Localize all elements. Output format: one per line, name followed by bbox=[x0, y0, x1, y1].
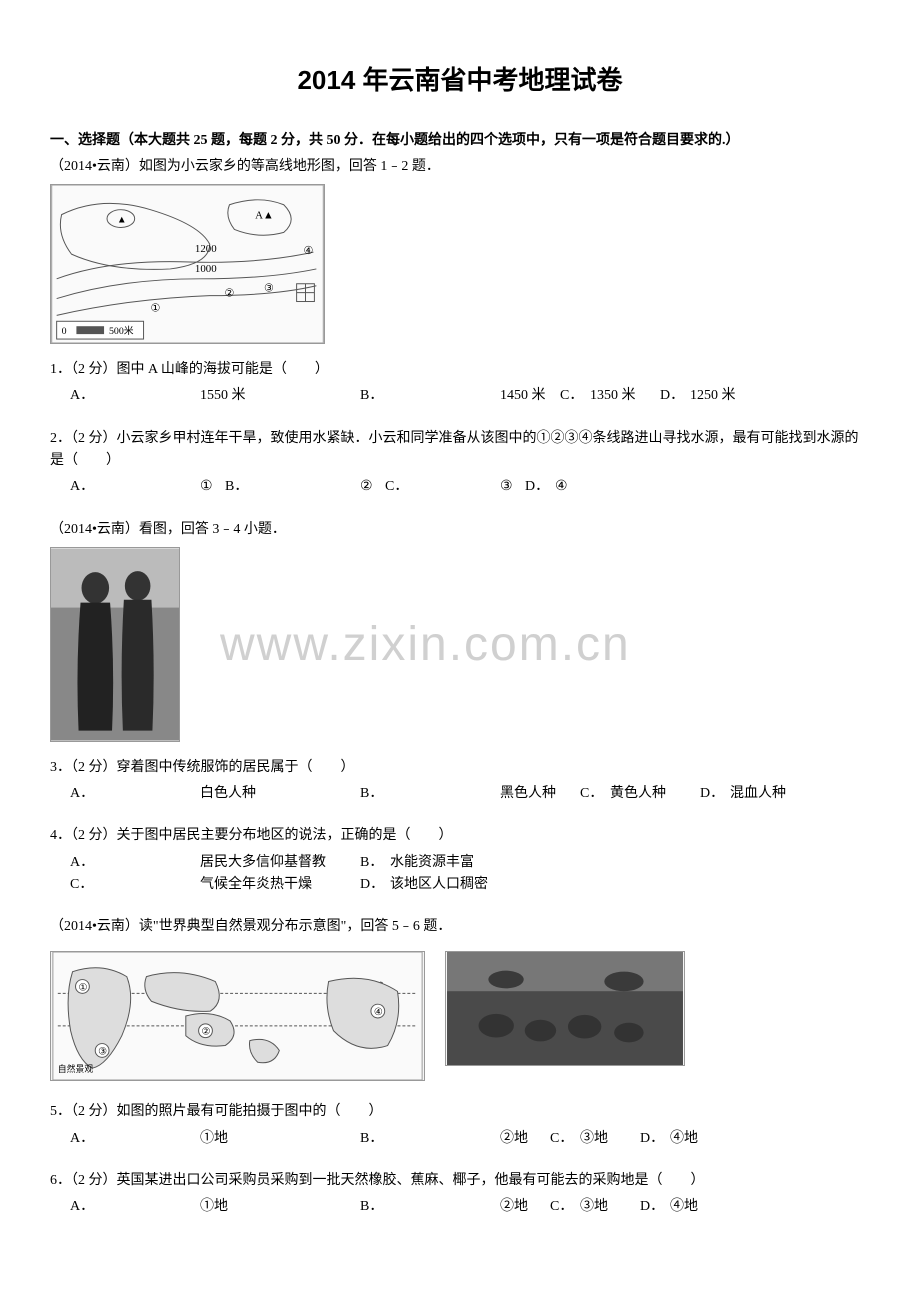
q5-a-text: ①地 bbox=[200, 1128, 360, 1150]
marker-3: ③ bbox=[264, 283, 274, 295]
q4-stem: 4．（2 分）关于图中居民主要分布地区的说法，正确的是（ ） bbox=[50, 825, 870, 847]
scale-zero: 0 bbox=[62, 326, 67, 337]
q2-options: A． ① B． ② C． ③ D． ④ bbox=[70, 476, 870, 498]
page-title: 2014 年云南省中考地理试卷 bbox=[50, 60, 870, 102]
q3-d-text: 混血人种 bbox=[730, 783, 786, 805]
figure-3a-world-map: 北回归线 赤道 ① ② ③ ④ 自然景观 bbox=[50, 951, 425, 1089]
figure-3b-photo bbox=[445, 951, 685, 1074]
q1-d-text: 1250 米 bbox=[690, 385, 736, 407]
q1-a-label: A． bbox=[70, 385, 200, 407]
q4-options: A． 居民大多信仰基督教 B． 水能资源丰富 C． 气候全年炎热干燥 D． 该地… bbox=[70, 852, 870, 897]
q4-c-text: 气候全年炎热干燥 bbox=[200, 874, 360, 896]
q3-stem: 3．（2 分）穿着图中传统服饰的居民属于（ ） bbox=[50, 757, 870, 779]
q2-b-label: B． bbox=[225, 476, 360, 498]
q4-a-label: A． bbox=[70, 852, 200, 874]
q6-c-label: C． bbox=[550, 1196, 580, 1218]
q5-b-label: B． bbox=[360, 1128, 500, 1150]
q1-c-text: 1350 米 bbox=[590, 385, 660, 407]
q2-c-text: ③ bbox=[500, 476, 525, 498]
q1-a-text: 1550 米 bbox=[200, 385, 360, 407]
q6-options: A． ①地 B． ②地 C． ③地 D． ④地 bbox=[70, 1196, 870, 1218]
q4-b-text: 水能资源丰富 bbox=[390, 852, 474, 874]
q2-a-text: ① bbox=[200, 476, 225, 498]
q1-b-text: 1450 米 bbox=[500, 385, 560, 407]
q4-d-label: D． bbox=[360, 874, 390, 896]
q1-d-label: D． bbox=[660, 385, 690, 407]
q6-b-label: B． bbox=[360, 1196, 500, 1218]
q3-c-text: 黄色人种 bbox=[610, 783, 700, 805]
figure-1-contour-map: 1200 1000 ▲ A▲ ① ② ③ ④ 0 500米 bbox=[50, 184, 870, 352]
q5-b-text: ②地 bbox=[500, 1128, 550, 1150]
q3-options: A． 白色人种 B． 黑色人种 C． 黄色人种 D． 混血人种 bbox=[70, 783, 870, 805]
q6-stem: 6．（2 分）英国某进出口公司采购员采购到一批天然橡胶、蕉麻、椰子，他最有可能去… bbox=[50, 1170, 870, 1192]
map-side-label: 自然景观 bbox=[58, 1063, 94, 1074]
peak-a-label: A▲ bbox=[255, 210, 274, 222]
q3-b-text: 黑色人种 bbox=[500, 783, 580, 805]
q3-b-label: B． bbox=[360, 783, 500, 805]
q1-stem: 1．（2 分）图中 A 山峰的海拔可能是（ ） bbox=[50, 359, 870, 381]
q2-c-label: C． bbox=[385, 476, 500, 498]
q3-a-text: 白色人种 bbox=[200, 783, 360, 805]
q5-c-text: ③地 bbox=[580, 1128, 640, 1150]
q6-d-text: ④地 bbox=[670, 1196, 698, 1218]
q3-d-label: D． bbox=[700, 783, 730, 805]
figure-2-people bbox=[50, 547, 870, 750]
contour-label-1200: 1200 bbox=[195, 244, 217, 256]
q6-a-label: A． bbox=[70, 1196, 200, 1218]
q6-b-text: ②地 bbox=[500, 1196, 550, 1218]
q2-d-text: ④ bbox=[555, 476, 568, 498]
map-marker-4: ④ bbox=[374, 1007, 383, 1018]
q6-d-label: D． bbox=[640, 1196, 670, 1218]
marker-1: ① bbox=[150, 303, 160, 315]
q3-c-label: C． bbox=[580, 783, 610, 805]
map-marker-2: ② bbox=[202, 1027, 211, 1038]
q1-c-label: C． bbox=[560, 385, 590, 407]
contour-label-1000: 1000 bbox=[195, 263, 217, 275]
q2-d-label: D． bbox=[525, 476, 555, 498]
section-1-header: 一、选择题（本大题共 25 题，每题 2 分，共 50 分．在每小题给出的四个选… bbox=[50, 130, 870, 152]
context-q1-2: （2014•云南）如图为小云家乡的等高线地形图，回答 1﹣2 题． bbox=[50, 156, 870, 178]
q5-c-label: C． bbox=[550, 1128, 580, 1150]
context-q3-4: （2014•云南）看图，回答 3﹣4 小题． bbox=[50, 519, 870, 541]
map-marker-3: ③ bbox=[98, 1046, 107, 1057]
q2-b-text: ② bbox=[360, 476, 385, 498]
scale-label: 500米 bbox=[109, 324, 134, 337]
q5-options: A． ①地 B． ②地 C． ③地 D． ④地 bbox=[70, 1128, 870, 1150]
q4-c-label: C． bbox=[70, 874, 200, 896]
q4-b-label: B． bbox=[360, 852, 390, 874]
q4-d-text: 该地区人口稠密 bbox=[390, 874, 488, 896]
q5-d-label: D． bbox=[640, 1128, 670, 1150]
q2-stem: 2．（2 分）小云家乡甲村连年干旱，致使用水紧缺．小云和同学准备从该图中的①②③… bbox=[50, 428, 870, 473]
context-q5-6: （2014•云南）读"世界典型自然景观分布示意图"，回答 5﹣6 题． bbox=[50, 916, 870, 938]
q6-a-text: ①地 bbox=[200, 1196, 360, 1218]
q5-d-text: ④地 bbox=[670, 1128, 698, 1150]
marker-4: ④ bbox=[304, 246, 314, 258]
map-marker-1: ① bbox=[78, 982, 87, 993]
q5-a-label: A． bbox=[70, 1128, 200, 1150]
q6-c-text: ③地 bbox=[580, 1196, 640, 1218]
q1-b-label: B． bbox=[360, 385, 500, 407]
q2-a-label: A． bbox=[70, 476, 200, 498]
peak-a-symbol: ▲ bbox=[117, 215, 127, 226]
q3-a-label: A． bbox=[70, 783, 200, 805]
marker-2: ② bbox=[225, 288, 235, 300]
q5-stem: 5．（2 分）如图的照片最有可能拍摄于图中的（ ） bbox=[50, 1101, 870, 1123]
q1-options: A． 1550 米 B． 1450 米 C． 1350 米 D． 1250 米 bbox=[70, 385, 870, 407]
q4-a-text: 居民大多信仰基督教 bbox=[200, 852, 360, 874]
